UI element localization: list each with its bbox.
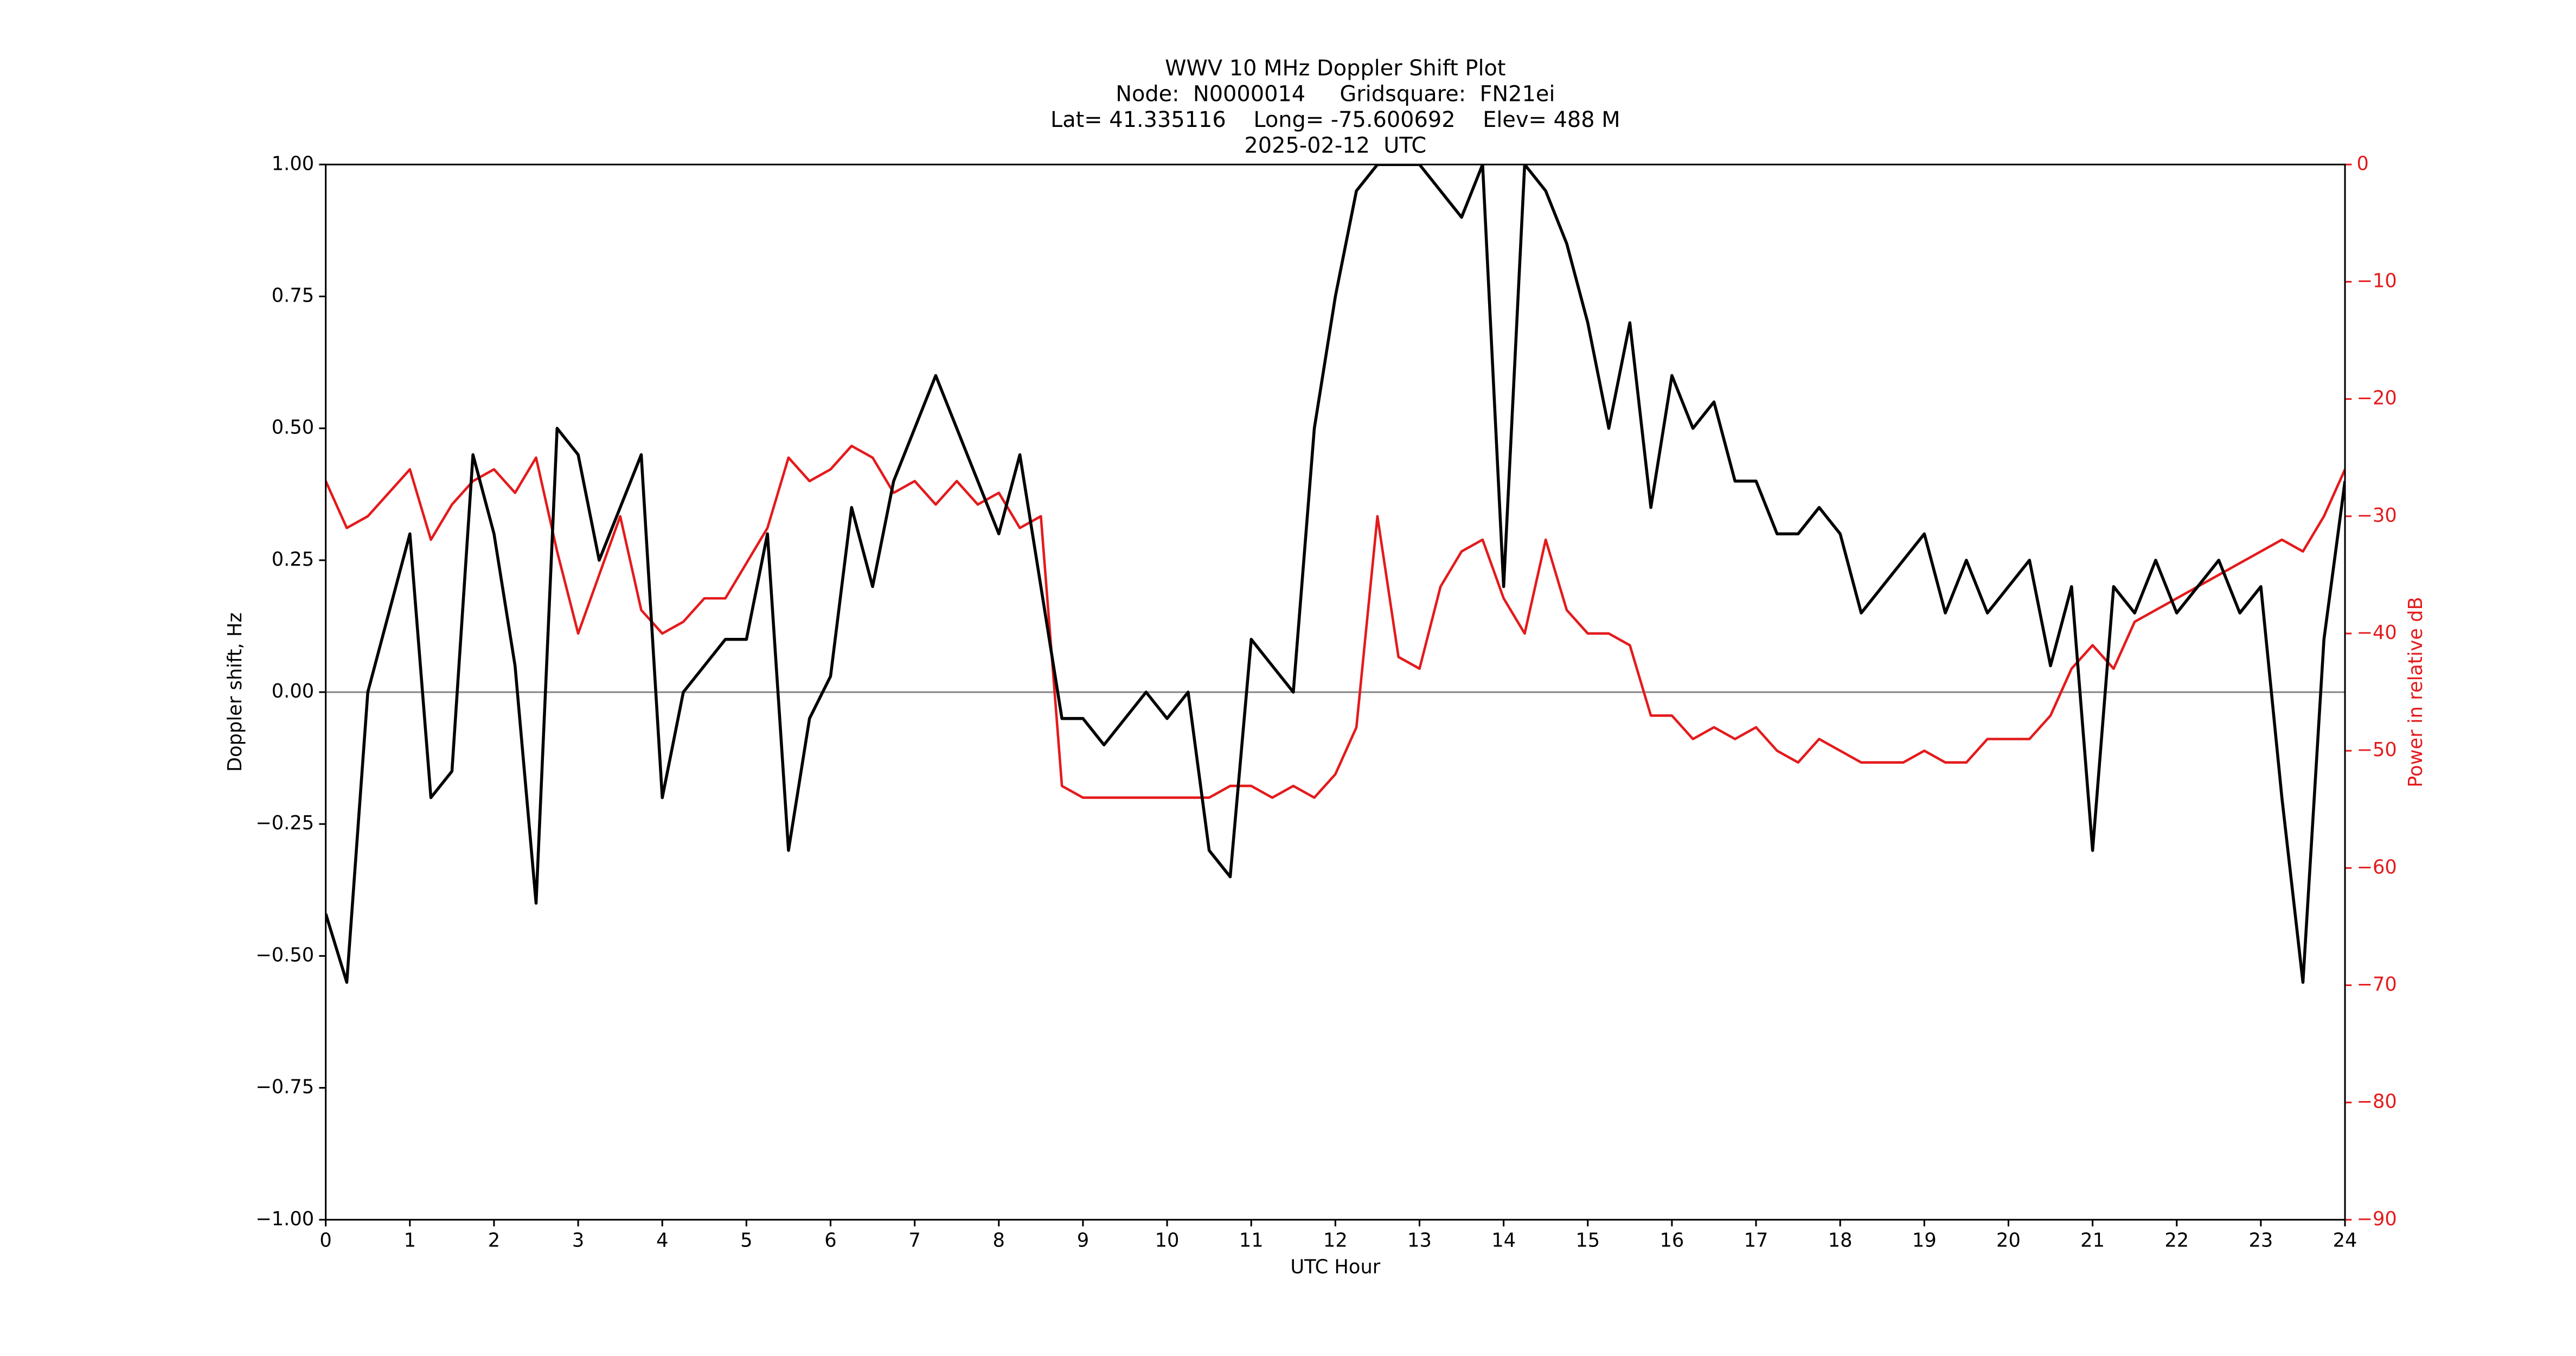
chart-title: WWV 10 MHz Doppler Shift Plot: [1165, 56, 1505, 81]
x-tick-label: 10: [1155, 1230, 1180, 1252]
x-tick-label: 22: [2164, 1230, 2189, 1252]
x-axis-label: UTC Hour: [1290, 1256, 1380, 1278]
x-tick-label: 21: [2080, 1230, 2105, 1252]
x-tick-label: 5: [740, 1230, 752, 1252]
x-tick-label: 7: [908, 1230, 920, 1252]
x-tick-label: 8: [993, 1230, 1005, 1252]
y-axis-label: Doppler shift, Hz: [224, 612, 246, 772]
y-tick-label: 0.25: [272, 548, 314, 571]
x-tick-label: 15: [1575, 1230, 1600, 1252]
y-tick-label: −0.50: [255, 944, 314, 966]
plot-frame: [325, 163, 2346, 1221]
y2-tick-label: −70: [2356, 973, 2396, 995]
y-tick-label: 1.00: [272, 152, 314, 175]
chart-title: 2025-02-12 UTC: [1244, 133, 1426, 158]
y-tick-label: −0.75: [255, 1076, 314, 1098]
x-tick-label: 19: [1912, 1230, 1937, 1252]
series-line: [325, 444, 2346, 799]
x-tick-label: 16: [1659, 1230, 1684, 1252]
y2-axis-label: Power in relative dB: [2405, 597, 2427, 788]
y2-tick-label: −40: [2356, 622, 2396, 644]
x-tick-label: 6: [824, 1230, 836, 1252]
x-tick-label: 11: [1239, 1230, 1264, 1252]
y-tick-label: 0.75: [272, 284, 314, 306]
y-tick-label: 0.50: [272, 417, 314, 439]
x-tick-label: 23: [2248, 1230, 2273, 1252]
y-tick-label: −1.00: [255, 1208, 314, 1230]
y2-tick-label: −10: [2356, 270, 2396, 292]
x-tick-label: 4: [656, 1230, 668, 1252]
y2-tick-label: 0: [2356, 152, 2368, 175]
x-tick-label: 0: [319, 1230, 331, 1252]
series-line: [325, 164, 2346, 984]
x-tick-label: 20: [1996, 1230, 2021, 1252]
x-tick-label: 18: [1828, 1230, 1853, 1252]
x-tick-label: 14: [1491, 1230, 1516, 1252]
x-tick-label: 9: [1077, 1230, 1089, 1252]
x-tick-label: 24: [2333, 1230, 2357, 1252]
y2-tick-label: −90: [2356, 1208, 2396, 1230]
x-tick-label: 3: [572, 1230, 584, 1252]
x-tick-label: 12: [1323, 1230, 1348, 1252]
x-tick-label: 13: [1407, 1230, 1432, 1252]
y2-tick-label: −60: [2356, 856, 2396, 878]
y-tick-label: 0.00: [272, 680, 314, 702]
x-tick-label: 17: [1744, 1230, 1768, 1252]
chart-title: Node: N0000014 Gridsquare: FN21ei: [1116, 82, 1555, 107]
y2-tick-label: −50: [2356, 739, 2396, 761]
x-tick-label: 2: [488, 1230, 500, 1252]
y-tick-label: −0.25: [255, 812, 314, 834]
x-tick-label: 1: [404, 1230, 416, 1252]
y2-tick-label: −30: [2356, 504, 2396, 527]
y2-tick-label: −20: [2356, 387, 2396, 410]
chart-title: Lat= 41.335116 Long= -75.600692 Elev= 48…: [1050, 107, 1620, 132]
y2-tick-label: −80: [2356, 1091, 2396, 1113]
